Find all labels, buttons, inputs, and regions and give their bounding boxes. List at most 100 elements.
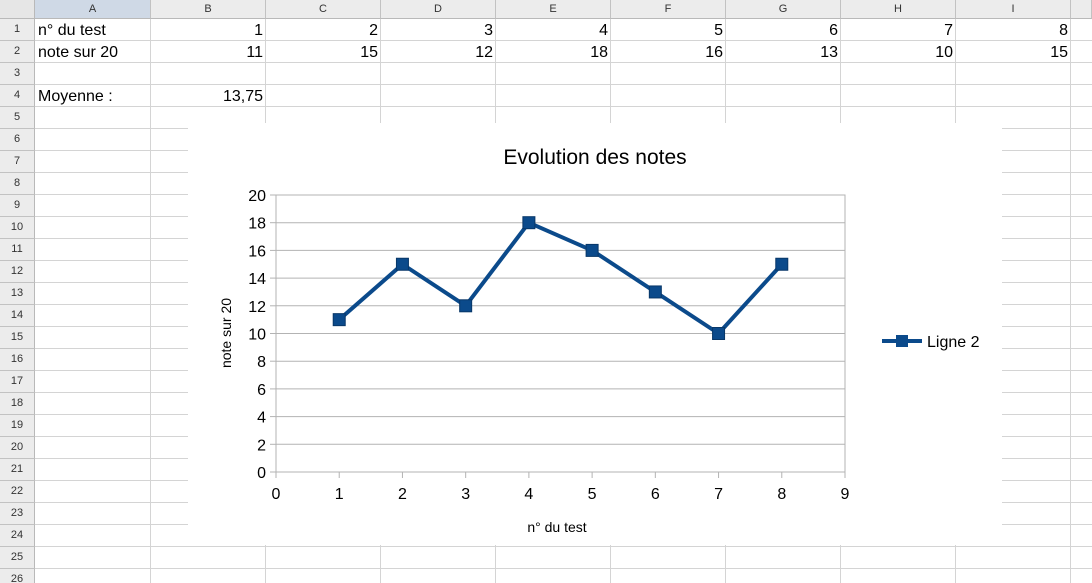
- x-tick-label: 8: [777, 486, 786, 503]
- cell-G1[interactable]: 6: [829, 22, 838, 39]
- column-header-i[interactable]: I: [956, 0, 1071, 19]
- y-tick-label: 18: [248, 216, 266, 233]
- cell-F2[interactable]: 16: [705, 44, 723, 61]
- row-gridline: [35, 40, 1092, 41]
- row-header-25[interactable]: 25: [0, 547, 35, 569]
- row-header-18[interactable]: 18: [0, 393, 35, 415]
- cell-C1[interactable]: 2: [369, 22, 378, 39]
- cell-A2[interactable]: note sur 20: [38, 44, 119, 61]
- cell-I2[interactable]: 15: [1050, 44, 1068, 61]
- legend-marker: [896, 335, 908, 347]
- cell-E2[interactable]: 18: [590, 44, 608, 61]
- row-header-13[interactable]: 13: [0, 283, 35, 305]
- data-point-marker: [775, 257, 789, 271]
- row-header-11[interactable]: 11: [0, 239, 35, 261]
- row-gridline: [35, 62, 1092, 63]
- column-header-h[interactable]: H: [841, 0, 956, 19]
- data-point-marker: [585, 243, 599, 257]
- column-header-c[interactable]: C: [266, 0, 381, 19]
- cell-C2[interactable]: 15: [360, 44, 378, 61]
- data-point-marker: [648, 285, 662, 299]
- row-header-1[interactable]: 1: [0, 19, 35, 41]
- row-header-17[interactable]: 17: [0, 371, 35, 393]
- cell-H1[interactable]: 7: [944, 22, 953, 39]
- cell-F1[interactable]: 5: [714, 22, 723, 39]
- column-header-f[interactable]: F: [611, 0, 726, 19]
- y-tick-label: 14: [248, 271, 266, 288]
- y-tick-label: 20: [248, 188, 266, 205]
- cell-I1[interactable]: 8: [1059, 22, 1068, 39]
- row-header-20[interactable]: 20: [0, 437, 35, 459]
- x-axis-label: n° du test: [527, 519, 586, 535]
- y-tick-label: 8: [257, 354, 266, 371]
- cell-A1[interactable]: n° du test: [38, 22, 106, 39]
- column-header-e[interactable]: E: [496, 0, 611, 19]
- column-gridline: [1070, 19, 1071, 583]
- x-tick-label: 9: [841, 486, 850, 503]
- column-header-b[interactable]: B: [151, 0, 266, 19]
- data-point-marker: [522, 216, 536, 230]
- legend-label: Ligne 2: [927, 334, 980, 351]
- x-tick-label: 2: [398, 486, 407, 503]
- cell-H2[interactable]: 10: [935, 44, 953, 61]
- data-point-marker: [332, 313, 346, 327]
- x-tick-label: 4: [524, 486, 533, 503]
- cell-E1[interactable]: 4: [599, 22, 608, 39]
- data-point-marker: [395, 257, 409, 271]
- line-chart[interactable]: 0 2 4 6 8 10 12 14 16 18 20 0 1 2 3 4 5 6 7 8 9 Evolution des…: [188, 123, 1002, 545]
- row-header-19[interactable]: 19: [0, 415, 35, 437]
- row-header-7[interactable]: 7: [0, 151, 35, 173]
- row-header-4[interactable]: 4: [0, 85, 35, 107]
- y-tick-label: 16: [248, 243, 266, 260]
- y-axis-label: note sur 20: [218, 298, 234, 368]
- select-all-corner[interactable]: [0, 0, 35, 19]
- x-tick-label: 1: [335, 486, 344, 503]
- cell-B2[interactable]: 11: [246, 44, 263, 61]
- data-point-marker: [712, 327, 726, 340]
- row-header-3[interactable]: 3: [0, 63, 35, 85]
- row-header-21[interactable]: 21: [0, 459, 35, 481]
- column-header-partial[interactable]: [1071, 0, 1092, 19]
- y-tick-label: 0: [257, 465, 266, 482]
- y-tick-label: 2: [257, 437, 266, 454]
- cell-A4[interactable]: Moyenne :: [38, 88, 113, 105]
- cell-B4[interactable]: 13,75: [222, 88, 263, 105]
- x-tick-label: 6: [651, 486, 660, 503]
- column-gridline: [150, 19, 151, 583]
- row-header-9[interactable]: 9: [0, 195, 35, 217]
- row-header-12[interactable]: 12: [0, 261, 35, 283]
- row-header-15[interactable]: 15: [0, 327, 35, 349]
- column-header-d[interactable]: D: [381, 0, 496, 19]
- row-gridline: [35, 546, 1092, 547]
- y-tick-label: 4: [257, 410, 266, 427]
- x-tick-label: 0: [272, 486, 281, 503]
- y-tick-label: 6: [257, 382, 266, 399]
- cell-D2[interactable]: 12: [475, 44, 493, 61]
- series-line: [337, 220, 784, 336]
- row-gridline: [35, 106, 1092, 107]
- cell-B1[interactable]: 1: [254, 22, 263, 39]
- y-tick-label: 12: [248, 299, 266, 316]
- row-header-5[interactable]: 5: [0, 107, 35, 129]
- row-gridline: [35, 568, 1092, 569]
- row-header-8[interactable]: 8: [0, 173, 35, 195]
- x-tick-label: 5: [588, 486, 597, 503]
- column-header-g[interactable]: G: [726, 0, 841, 19]
- column-header-a[interactable]: A: [35, 0, 151, 19]
- row-header-24[interactable]: 24: [0, 525, 35, 547]
- row-header-22[interactable]: 22: [0, 481, 35, 503]
- row-header-14[interactable]: 14: [0, 305, 35, 327]
- row-header-23[interactable]: 23: [0, 503, 35, 525]
- row-header-10[interactable]: 10: [0, 217, 35, 239]
- row-gridline: [35, 84, 1092, 85]
- y-tick-label: 10: [248, 327, 266, 344]
- row-header-2[interactable]: 2: [0, 41, 35, 63]
- row-header-16[interactable]: 16: [0, 349, 35, 371]
- row-header-6[interactable]: 6: [0, 129, 35, 151]
- row-header-26[interactable]: 26: [0, 569, 35, 583]
- cell-G2[interactable]: 13: [820, 44, 838, 61]
- cell-D1[interactable]: 3: [484, 22, 493, 39]
- chart-title: Evolution des notes: [503, 146, 686, 169]
